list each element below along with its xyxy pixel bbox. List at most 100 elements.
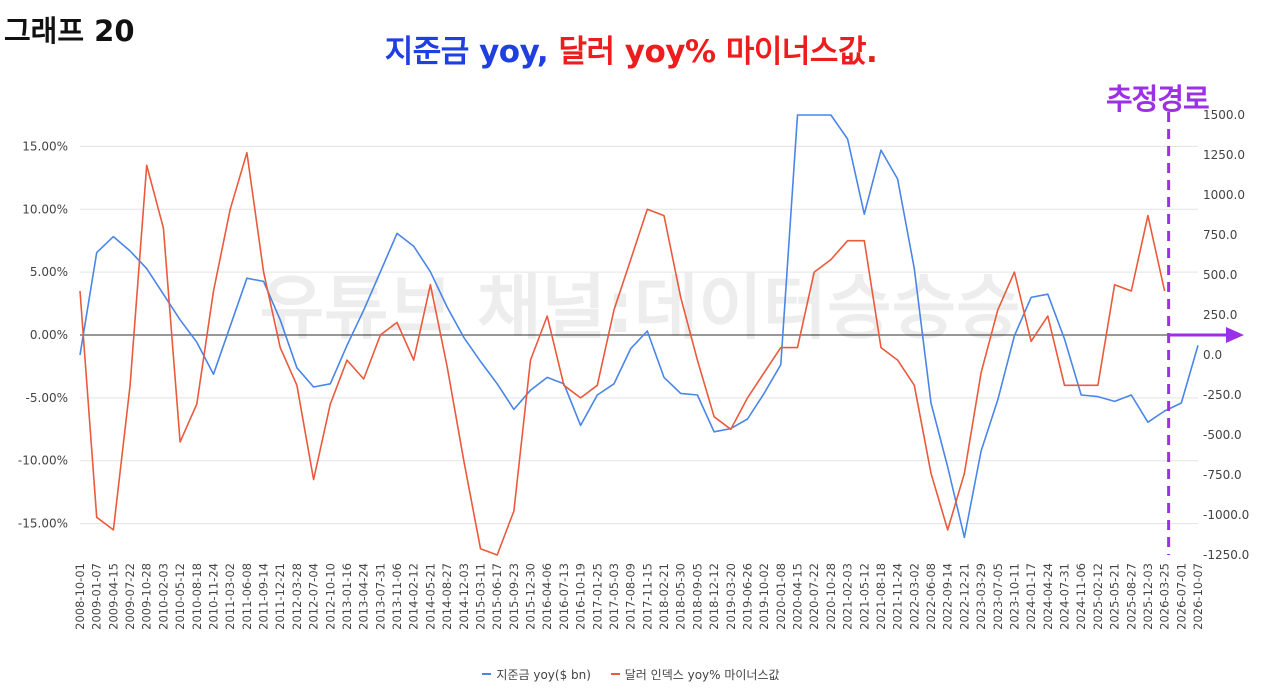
x-tick-label: 2023-07-05 (991, 563, 1005, 630)
x-tick-label: 2020-07-22 (807, 563, 821, 630)
x-tick-label: 2023-10-11 (1007, 563, 1021, 630)
projection-arrow-head (1226, 327, 1244, 343)
left-tick-label: 5.00% (30, 265, 68, 279)
x-tick-label: 2011-09-14 (257, 563, 271, 630)
x-tick-label: 2014-12-03 (457, 563, 471, 630)
right-tick-label: 0.0 (1203, 348, 1222, 362)
x-tick-label: 2023-03-29 (974, 563, 988, 630)
x-tick-label: 2026-03-25 (1158, 563, 1172, 630)
right-tick-label: 750.0 (1203, 228, 1237, 242)
right-tick-label: -750.0 (1203, 468, 1242, 482)
left-tick-label: 10.00% (22, 202, 68, 216)
left-axis-ticks: 15.00% 10.00% 5.00% 0.00% -5.00% -10.00% -15.0… (18, 139, 68, 530)
projection-overlay (1167, 112, 1244, 555)
x-tick-label: 2011-03-02 (223, 563, 237, 630)
legend-swatch-dollar (610, 673, 620, 675)
x-tick-label: 2022-09-14 (941, 563, 955, 630)
chart-svg: 유튜브 채널:데이터승승승 15.00% 10.00% 5.00% 0.00% -5.0… (18, 108, 1249, 630)
x-tick-label: 2019-06-26 (740, 563, 754, 630)
right-tick-label: -1000.0 (1203, 508, 1249, 522)
right-tick-label: 1000.0 (1203, 188, 1245, 202)
x-tick-label: 2013-04-24 (357, 563, 371, 630)
x-tick-label: 2021-05-12 (857, 563, 871, 630)
x-tick-label: 2010-05-12 (173, 563, 187, 630)
x-tick-label: 2008-10-01 (73, 563, 87, 630)
x-tick-label: 2014-02-12 (407, 563, 421, 630)
x-tick-label: 2012-07-04 (307, 563, 321, 630)
right-tick-label: 500.0 (1203, 268, 1237, 282)
left-tick-label: -5.00% (26, 391, 68, 405)
x-tick-label: 2016-07-13 (557, 563, 571, 630)
projection-label: 추정경로 (1106, 82, 1210, 116)
right-axis-ticks: 1500.0 1250.0 1000.0 750.0 500.0 250.0 0.0 -250… (1203, 108, 1249, 562)
x-tick-label: 2017-01-25 (590, 563, 604, 630)
title-dollar-part: 달러 yoy% 마이너스값. (558, 34, 878, 70)
x-tick-label: 2021-11-24 (891, 563, 905, 630)
x-tick-label: 2022-06-08 (924, 563, 938, 630)
x-tick-label: 2018-12-12 (707, 563, 721, 630)
right-tick-label: -1250.0 (1203, 548, 1249, 562)
x-tick-label: 2024-04-24 (1041, 563, 1055, 630)
legend-item-reserves: 지준금 yoy($ bn) (482, 666, 591, 683)
x-tick-label: 2024-01-17 (1024, 563, 1038, 630)
x-tick-label: 2020-10-28 (824, 563, 838, 630)
x-tick-label: 2014-08-27 (440, 563, 454, 630)
right-tick-label: -250.0 (1203, 388, 1242, 402)
x-tick-label: 2015-03-11 (473, 563, 487, 630)
x-tick-label: 2018-02-21 (657, 563, 671, 630)
chart-title: 지준금 yoy, 달러 yoy% 마이너스값. (0, 26, 1262, 71)
x-tick-label: 2016-10-19 (574, 563, 588, 630)
right-tick-label: -500.0 (1203, 428, 1242, 442)
series-line-dollar (79, 151, 1166, 556)
x-tick-label: 2010-11-24 (206, 563, 220, 630)
x-tick-label: 2012-03-28 (290, 563, 304, 630)
x-tick-label: 2010-02-03 (156, 563, 170, 630)
left-tick-label: 15.00% (22, 139, 68, 153)
gridlines (80, 145, 1198, 525)
x-tick-label: 2013-07-31 (373, 563, 387, 630)
x-tick-label: 2021-02-03 (841, 563, 855, 630)
legend-label-reserves: 지준금 yoy($ bn) (496, 667, 591, 682)
x-tick-label: 2024-07-31 (1058, 563, 1072, 630)
series-lines (79, 114, 1199, 556)
x-tick-label: 2025-08-27 (1124, 563, 1138, 630)
x-tick-label: 2020-01-08 (774, 563, 788, 630)
x-tick-label: 2018-09-05 (690, 563, 704, 630)
x-tick-label: 2013-11-06 (390, 563, 404, 630)
right-tick-label: 1500.0 (1203, 108, 1245, 122)
x-tick-label: 2026-10-07 (1191, 563, 1205, 630)
x-tick-label: 2013-01-16 (340, 563, 354, 630)
x-tick-label: 2009-10-28 (140, 563, 154, 630)
x-tick-label: 2009-01-07 (90, 563, 104, 630)
x-tick-label: 2022-03-02 (907, 563, 921, 630)
left-tick-label: 0.00% (30, 328, 68, 342)
x-axis-ticks: 2008-10-01 2009-01-07 2009-04-15 2009-07-22… (73, 563, 1205, 630)
title-reserves-part: 지준금 yoy, (384, 34, 549, 70)
x-tick-label: 2026-07-01 (1174, 563, 1188, 630)
x-tick-label: 2015-09-23 (507, 563, 521, 630)
legend-swatch-reserves (482, 673, 492, 675)
x-tick-label: 2016-04-06 (540, 563, 554, 630)
x-tick-label: 2022-12-21 (957, 563, 971, 630)
x-tick-label: 2017-08-09 (624, 563, 638, 630)
x-tick-label: 2017-05-03 (607, 563, 621, 630)
x-tick-label: 2020-04-15 (791, 563, 805, 630)
x-tick-label: 2015-06-17 (490, 563, 504, 630)
x-tick-label: 2015-12-30 (524, 563, 538, 630)
x-tick-label: 2025-02-12 (1091, 563, 1105, 630)
x-tick-label: 2012-10-10 (323, 563, 337, 630)
right-tick-label: 1250.0 (1203, 148, 1245, 162)
watermark-text: 유튜브 채널:데이터승승승 (260, 267, 1021, 349)
legend-label-dollar: 달러 인덱스 yoy% 마이너스값 (624, 667, 780, 682)
x-tick-label: 2019-03-20 (724, 563, 738, 630)
x-tick-label: 2018-05-30 (674, 563, 688, 630)
x-tick-label: 2017-11-15 (640, 563, 654, 630)
x-tick-label: 2009-04-15 (106, 563, 120, 630)
x-tick-label: 2014-05-21 (423, 563, 437, 630)
left-tick-label: -15.00% (18, 517, 68, 531)
legend: 지준금 yoy($ bn) 달러 인덱스 yoy% 마이너스값 (0, 664, 1262, 683)
x-tick-label: 2025-05-21 (1108, 563, 1122, 630)
x-tick-label: 2021-08-18 (874, 563, 888, 630)
right-tick-label: 250.0 (1203, 308, 1237, 322)
legend-item-dollar: 달러 인덱스 yoy% 마이너스값 (610, 666, 780, 683)
